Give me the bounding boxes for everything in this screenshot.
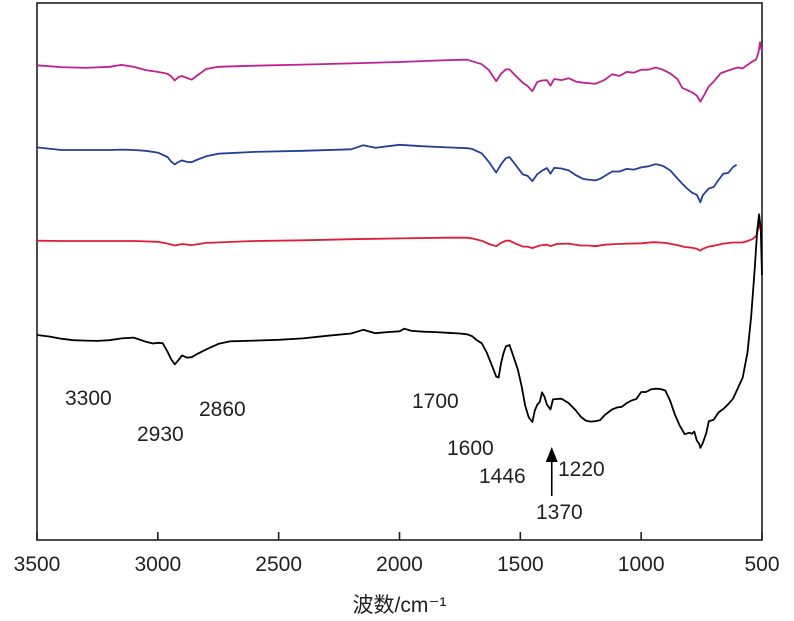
peak-label-2860: 2860 [199, 398, 246, 421]
x-tick-label-1000: 1000 [618, 553, 665, 576]
plot-frame [36, 2, 763, 541]
spectrum-line-4 [36, 213, 763, 449]
peak-label-2930: 2930 [137, 423, 184, 446]
spectrum-line-2 [36, 143, 738, 204]
spectrum-line-1 [36, 41, 763, 103]
x-axis-ticks: 3500 3000 2500 2000 1500 1000 500 [14, 532, 780, 576]
peak-label-1600: 1600 [447, 437, 494, 460]
x-tick-label-2000: 2000 [376, 553, 423, 576]
x-tick-label-1500: 1500 [497, 553, 544, 576]
peak-label-3300: 3300 [65, 387, 112, 410]
peak-label-1370: 1370 [536, 501, 583, 524]
x-tick-label-3500: 3500 [14, 553, 61, 576]
x-tick-label-3000: 3000 [134, 553, 181, 576]
peak-annotations: 3300 2930 2860 1700 1600 1446 1370 1220 [65, 387, 605, 524]
peak-label-1700: 1700 [412, 390, 459, 413]
peak-label-1446: 1446 [479, 465, 526, 488]
x-tick-label-2500: 2500 [255, 553, 302, 576]
x-axis-label: 波数/cm⁻¹ [353, 594, 447, 617]
plot-border [36, 2, 763, 541]
x-tick-label-500: 500 [744, 553, 779, 576]
spectra-series [36, 41, 763, 449]
peak-label-1220: 1220 [558, 458, 605, 481]
spectrum-line-3 [36, 222, 763, 252]
arrow-head-1370 [545, 447, 558, 462]
